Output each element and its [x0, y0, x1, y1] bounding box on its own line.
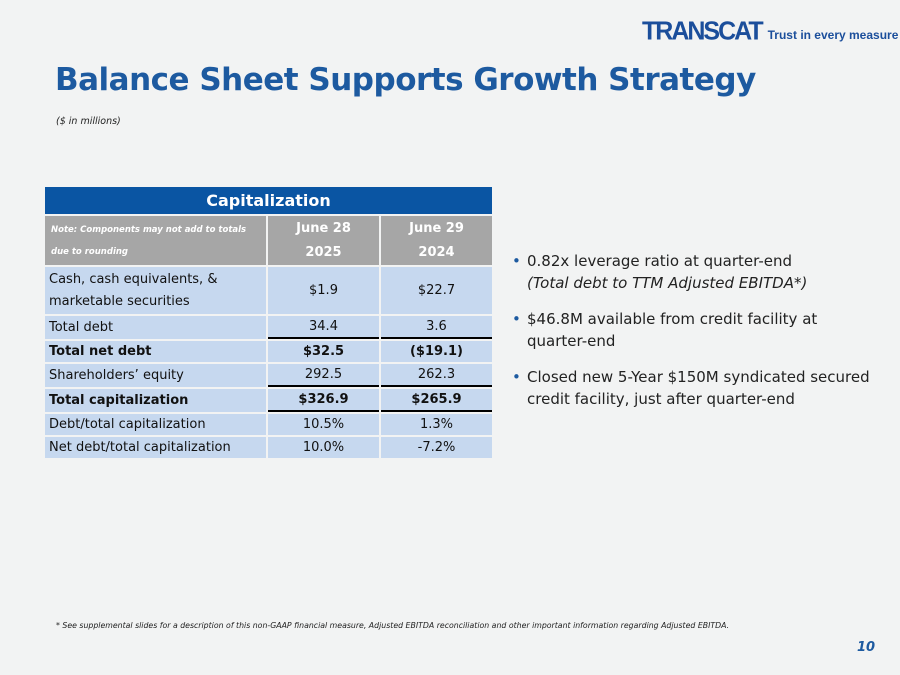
bullet-icon: •	[512, 252, 521, 270]
column-year: 2024	[418, 244, 455, 260]
cell-value: $326.9	[268, 389, 379, 412]
note-line: due to rounding	[51, 246, 128, 257]
cell-value: 10.5%	[268, 414, 379, 435]
row-label: Total net debt	[45, 341, 266, 362]
label-line: marketable securities	[49, 293, 190, 309]
column-header: June 29 2024	[381, 216, 492, 265]
cell-value: -7.2%	[381, 437, 492, 458]
cell-value: 292.5	[268, 364, 379, 387]
cell-value: $22.7	[381, 267, 492, 314]
page-number: 10	[857, 640, 876, 655]
cell-value: 3.6	[381, 316, 492, 339]
units-note: ($ in millions)	[56, 116, 121, 127]
table-row: Total capitalization $326.9 $265.9	[45, 389, 492, 412]
column-header: June 28 2025	[268, 216, 379, 265]
capitalization-table: Capitalization Note: Components may not …	[43, 185, 494, 460]
cell-value: $32.5	[268, 341, 379, 362]
table-row: Total debt 34.4 3.6	[45, 316, 492, 339]
bullet-text: Closed new 5-Year $150M syndicated secur…	[527, 368, 870, 408]
table-row: Shareholders’ equity 292.5 262.3	[45, 364, 492, 387]
row-label: Cash, cash equivalents, & marketable secu…	[45, 267, 266, 314]
row-label: Net debt/total capitalization	[45, 437, 266, 458]
table-header-row: Note: Components may not add to totals du…	[45, 216, 492, 265]
logo-tagline: Trust in every measure	[767, 28, 899, 42]
page-title: Balance Sheet Supports Growth Strategy	[55, 62, 756, 98]
cell-value: $265.9	[381, 389, 492, 412]
row-label: Shareholders’ equity	[45, 364, 266, 387]
cell-value: 34.4	[268, 316, 379, 339]
bullet-text: 0.82x leverage ratio at quarter-end	[527, 252, 792, 270]
footnote: * See supplemental slides for a descript…	[56, 621, 730, 630]
row-label: Debt/total capitalization	[45, 414, 266, 435]
table-row: Net debt/total capitalization 10.0% -7.2…	[45, 437, 492, 458]
bullet-text: $46.8M available from credit facility at…	[527, 310, 818, 350]
cell-value: 10.0%	[268, 437, 379, 458]
label-line: Cash, cash equivalents, &	[49, 271, 218, 287]
bullet-icon: •	[512, 310, 521, 328]
table-row: Debt/total capitalization 10.5% 1.3%	[45, 414, 492, 435]
bullet-item: • 0.82x leverage ratio at quarter-end (Tot…	[512, 250, 872, 294]
table-row: Cash, cash equivalents, & marketable secu…	[45, 267, 492, 314]
cell-value: ($19.1)	[381, 341, 492, 362]
cell-value: $1.9	[268, 267, 379, 314]
bullet-subtext: (Total debt to TTM Adjusted EBITDA*)	[527, 274, 808, 292]
row-label: Total debt	[45, 316, 266, 339]
note-line: Note: Components may not add to totals	[51, 224, 247, 235]
bullet-list: • 0.82x leverage ratio at quarter-end (Tot…	[512, 250, 872, 424]
table-row: Total net debt $32.5 ($19.1)	[45, 341, 492, 362]
table-title: Capitalization	[45, 187, 492, 214]
row-label: Total capitalization	[45, 389, 266, 412]
cell-value: 262.3	[381, 364, 492, 387]
column-date: June 29	[409, 220, 464, 236]
rounding-note: Note: Components may not add to totals du…	[45, 216, 266, 265]
column-date: June 28	[296, 220, 351, 236]
bullet-item: • $46.8M available from credit facility a…	[512, 308, 872, 352]
cell-value: 1.3%	[381, 414, 492, 435]
bullet-item: • Closed new 5-Year $150M syndicated secu…	[512, 366, 872, 410]
column-year: 2025	[305, 244, 342, 260]
bullet-icon: •	[512, 368, 521, 386]
transcat-logo: TRANSCAT Trust in every measure	[642, 16, 899, 46]
logo-wordmark: TRANSCAT	[642, 16, 764, 46]
